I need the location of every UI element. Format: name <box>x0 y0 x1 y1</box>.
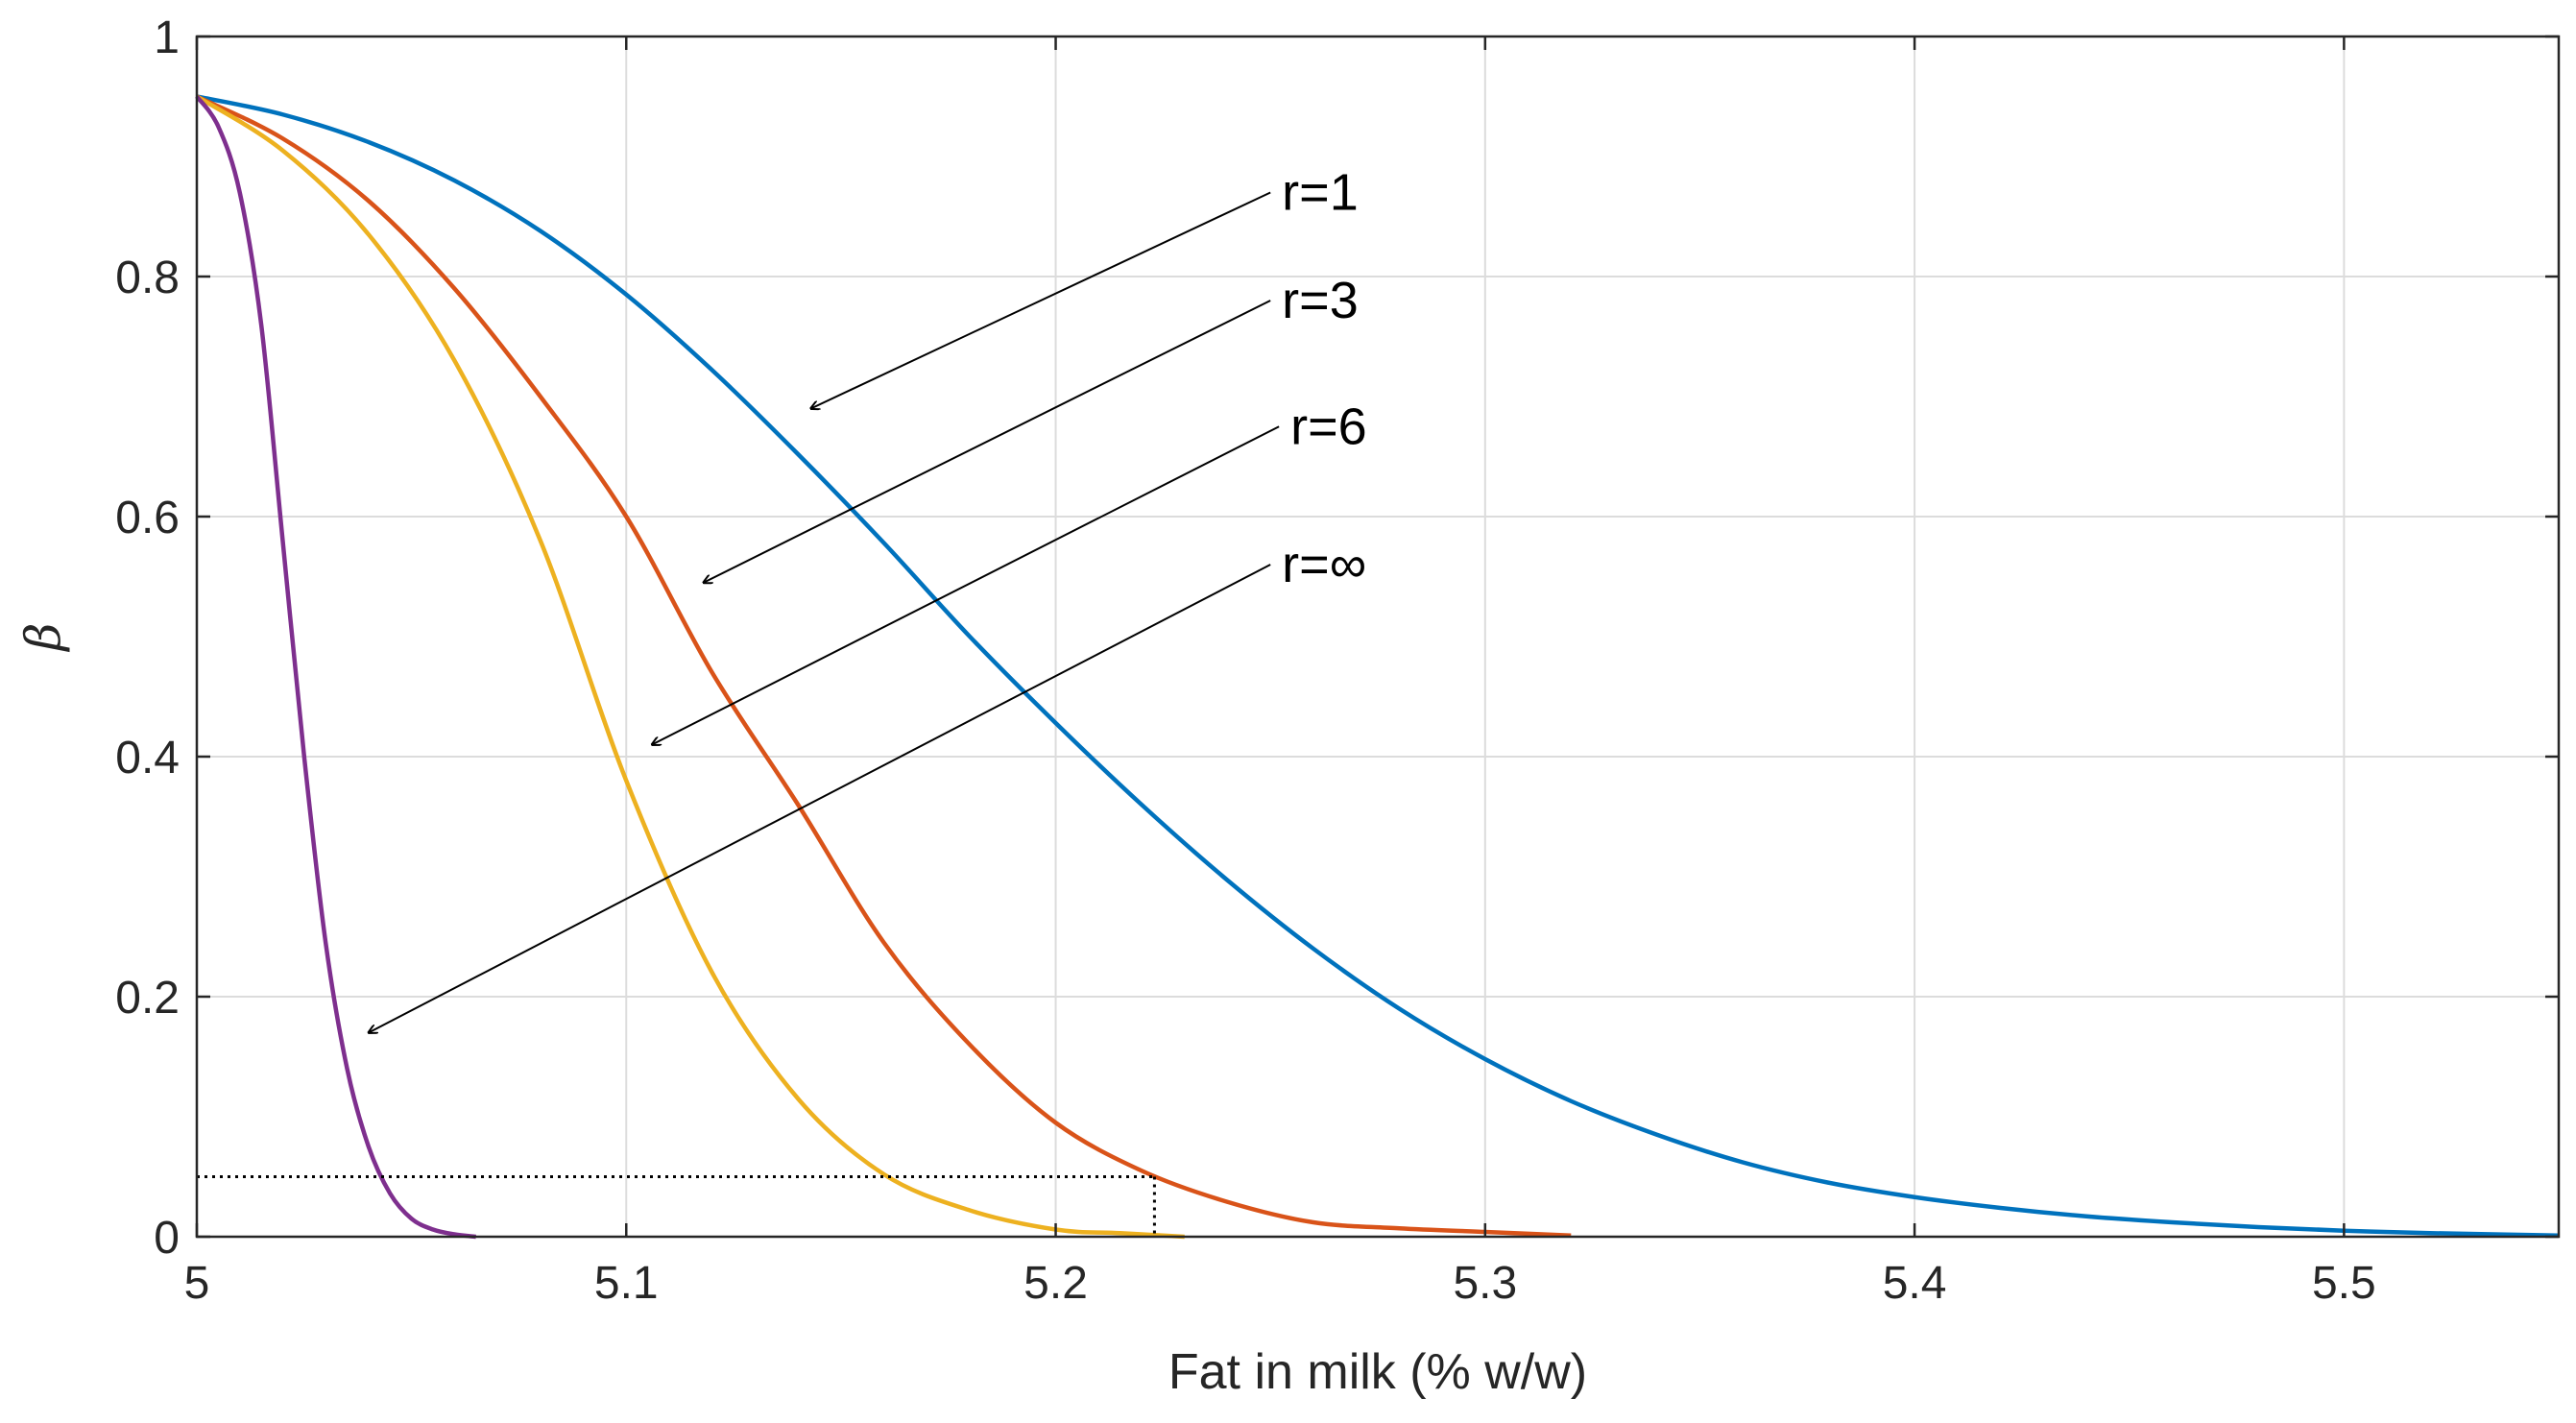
annotation-arrow <box>704 300 1271 583</box>
y-axis-ticks: 0 0.2 0.4 0.6 0.8 1 <box>115 12 2559 1264</box>
series-line-r-inf <box>195 95 476 1240</box>
x-tick-label: 5.2 <box>1023 1258 1088 1309</box>
plot-frame <box>195 35 2561 1239</box>
series-line-r-1 <box>196 94 2560 1238</box>
y-tick-label: 0.6 <box>115 493 180 543</box>
annotation-arrow <box>652 425 1280 744</box>
x-tick-label: 5.3 <box>1453 1258 1517 1309</box>
x-tick-label: 5 <box>184 1258 210 1309</box>
reference-lines <box>197 1175 1156 1237</box>
y-tick-label: 0.8 <box>115 253 180 303</box>
series-lines <box>195 94 2560 1240</box>
y-tick-label: 0 <box>154 1213 180 1264</box>
y-tick-label: 1 <box>154 12 180 63</box>
annotation-label: r=6 <box>1290 398 1367 455</box>
x-axis-title: Fat in milk (% w/w) <box>1168 1344 1587 1400</box>
x-axis-ticks: 5 5.1 5.2 5.3 5.4 5.5 <box>184 36 2376 1309</box>
y-tick-label: 0.4 <box>115 733 180 784</box>
y-tick-label: 0.2 <box>115 973 180 1024</box>
annotation-label: r=1 <box>1282 164 1359 222</box>
annotation-arrow <box>811 191 1271 409</box>
x-tick-label: 5.5 <box>2312 1258 2376 1309</box>
annotations: r=1 r=3 r=6 r=∞ <box>369 164 1367 1033</box>
series-line-r-6 <box>195 94 1185 1240</box>
annotation-arrow <box>369 564 1271 1033</box>
annotation-label: r=3 <box>1282 272 1359 329</box>
series-line-r-3 <box>196 94 1572 1238</box>
plot-background <box>197 36 2559 1237</box>
x-tick-label: 5.4 <box>1883 1258 1947 1309</box>
x-tick-label: 5.1 <box>594 1258 659 1309</box>
annotation-label: r=∞ <box>1282 536 1366 593</box>
y-axis-title: β <box>15 623 71 653</box>
